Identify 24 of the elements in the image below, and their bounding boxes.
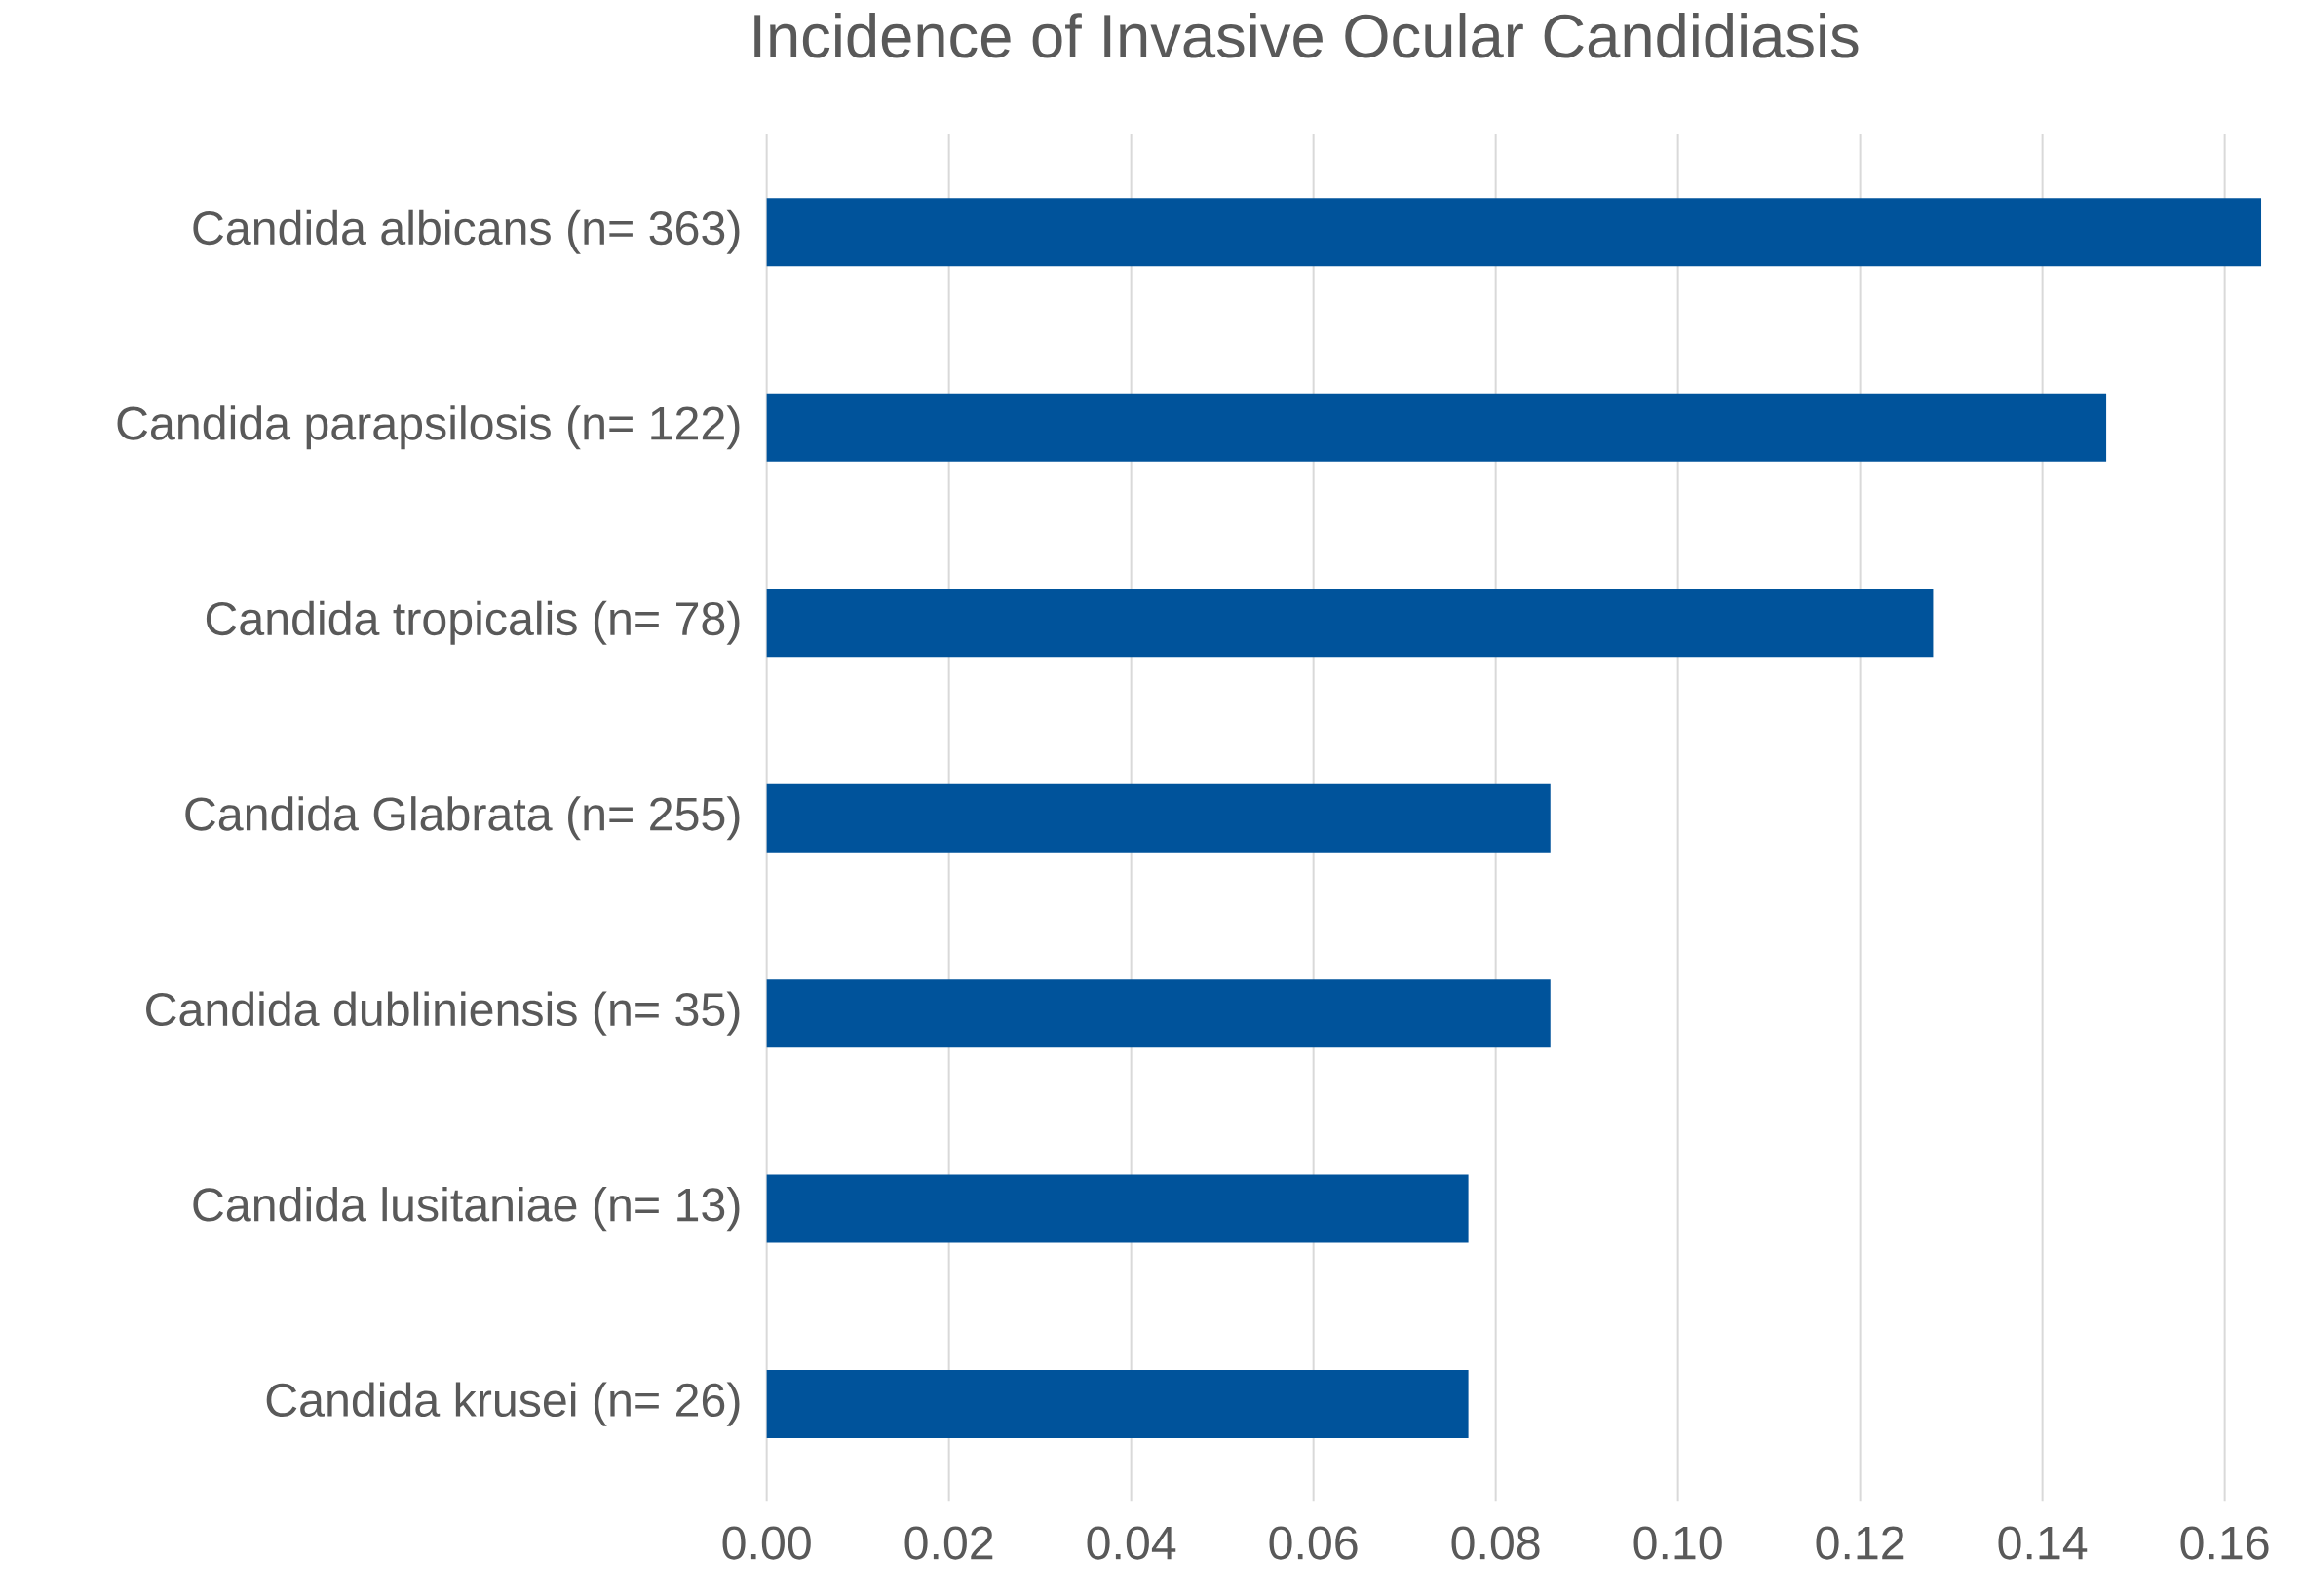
bar — [766, 783, 1551, 853]
y-tick-label: Candida tropicalis (n= 78) — [206, 600, 740, 645]
x-tick-label: 0.12 — [1816, 1526, 1904, 1560]
chart-title: Incidence of Invasive Ocular Candidiasis — [754, 13, 1859, 58]
y-tick-label: Candida Glabrata (n= 255) — [185, 796, 740, 841]
x-tick-label: 0.00 — [722, 1526, 811, 1560]
bar — [766, 393, 2107, 462]
bar — [766, 1174, 1469, 1243]
bar — [766, 979, 1551, 1048]
y-tick-label: Candida krusei (n= 26) — [266, 1382, 740, 1426]
bar — [766, 589, 1934, 658]
y-tick-label: Candida dubliniensis (n= 35) — [146, 991, 740, 1036]
x-tick-label: 0.02 — [904, 1526, 993, 1560]
x-tick-label: 0.08 — [1451, 1526, 1540, 1560]
y-tick-label: Candida lusitaniae (n= 13) — [193, 1187, 740, 1232]
x-tick-label: 0.16 — [2180, 1526, 2269, 1560]
bar — [766, 1370, 1469, 1439]
x-tick-label: 0.10 — [1633, 1526, 1722, 1560]
x-tick-label: 0.04 — [1087, 1526, 1176, 1560]
y-tick-label: Candida albicans (n= 363) — [193, 209, 740, 254]
y-tick-label: Candida parapsilosis (n= 122) — [117, 405, 740, 450]
bar — [766, 198, 2262, 267]
x-tick-label: 0.06 — [1269, 1526, 1358, 1560]
x-tick-label: 0.14 — [1998, 1526, 2088, 1560]
